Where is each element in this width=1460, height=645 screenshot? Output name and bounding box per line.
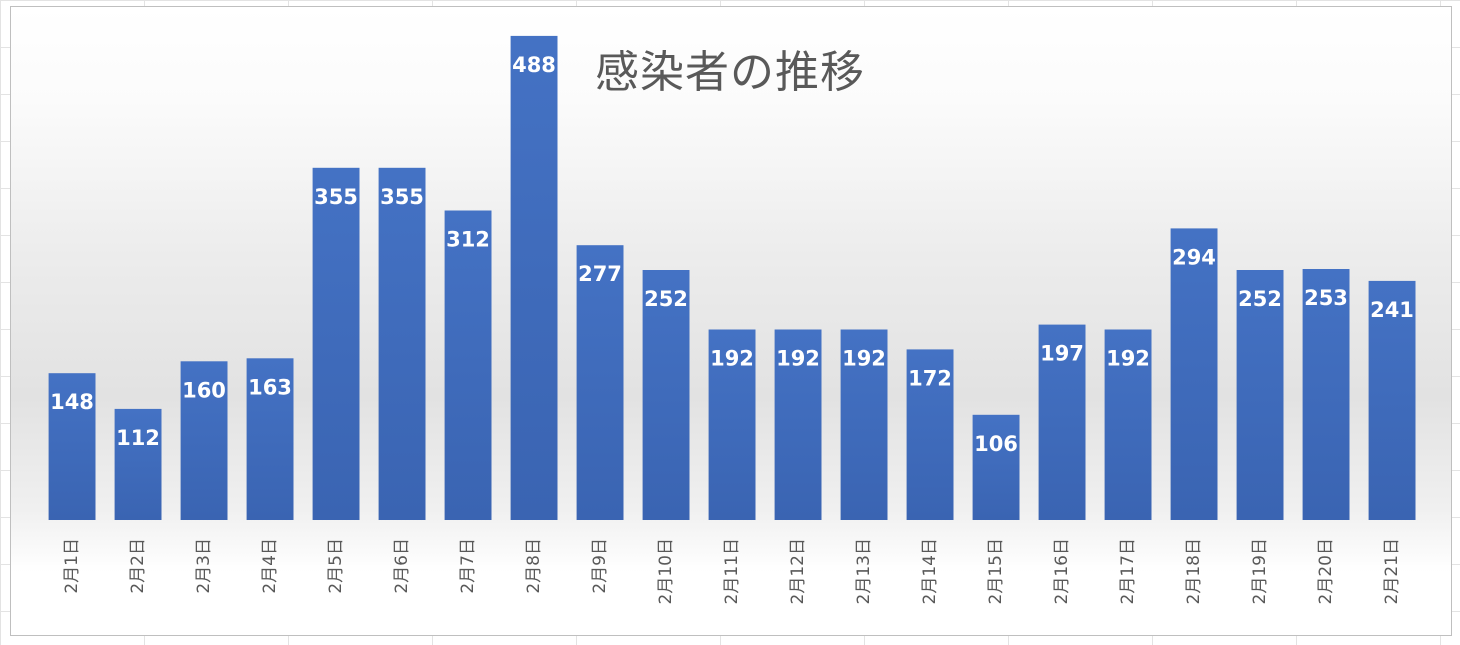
data-label: 148: [50, 390, 94, 414]
data-label: 192: [1106, 347, 1150, 371]
category-label: 2月1日: [62, 538, 82, 594]
data-label: 241: [1370, 298, 1414, 322]
bar-2月12日[interactable]: [774, 329, 822, 521]
bar-2月5日[interactable]: [312, 167, 360, 521]
category-label: 2月10日: [656, 538, 676, 604]
bar-2月19日[interactable]: [1236, 270, 1284, 520]
bar-2月1日[interactable]: [48, 373, 96, 520]
data-label: 197: [1040, 342, 1084, 366]
category-label: 2月16日: [1052, 538, 1072, 604]
data-label: 252: [644, 287, 688, 311]
bar-2月4日[interactable]: [246, 358, 294, 520]
data-label: 312: [446, 228, 490, 252]
data-label: 192: [776, 347, 820, 371]
category-label: 2月2日: [128, 538, 148, 594]
data-label: 160: [182, 378, 226, 402]
data-label: 253: [1304, 286, 1348, 310]
category-label: 2月20日: [1316, 538, 1336, 604]
category-label: 2月17日: [1118, 538, 1138, 604]
bar-2月13日[interactable]: [840, 329, 888, 521]
data-label: 488: [512, 53, 556, 77]
bar-2月21日[interactable]: [1368, 280, 1416, 520]
bar-2月20日[interactable]: [1302, 269, 1350, 520]
data-label: 277: [578, 262, 622, 286]
category-label: 2月12日: [788, 538, 808, 604]
chart-title[interactable]: 感染者の推移: [595, 47, 865, 98]
data-label: 355: [380, 185, 424, 209]
data-label: 192: [842, 347, 886, 371]
bar-2月17日[interactable]: [1104, 329, 1152, 521]
category-label: 2月11日: [722, 538, 742, 604]
bar-2月14日[interactable]: [906, 349, 954, 520]
category-label: 2月18日: [1184, 538, 1204, 604]
bar-2月9日[interactable]: [576, 245, 624, 520]
bar-2月11日[interactable]: [708, 329, 756, 521]
data-label: 355: [314, 185, 358, 209]
bar-2月6日[interactable]: [378, 167, 426, 521]
data-label: 192: [710, 347, 754, 371]
bar-2月18日[interactable]: [1170, 228, 1218, 520]
data-label: 172: [908, 366, 952, 390]
data-label: 252: [1238, 287, 1282, 311]
category-label: 2月6日: [392, 538, 412, 594]
category-label: 2月9日: [590, 538, 610, 594]
bar-2月2日[interactable]: [114, 408, 162, 520]
data-labels: 148 112 160 163 355 355 312 488 277 252 192 192 192 1…: [50, 53, 1414, 456]
category-label: 2月4日: [260, 538, 280, 594]
category-label: 2月19日: [1250, 538, 1270, 604]
category-axis: 2月1日 2月2日 2月3日 2月4日 2月5日 2月6日 2月7日 2月8日 2月9日 2月10…: [62, 538, 1402, 604]
data-label: 106: [974, 432, 1018, 456]
category-label: 2月7日: [458, 538, 478, 594]
data-label: 163: [248, 375, 292, 399]
bar-2月15日[interactable]: [972, 414, 1020, 520]
category-label: 2月21日: [1382, 538, 1402, 604]
category-label: 2月5日: [326, 538, 346, 594]
bar-2月7日[interactable]: [444, 210, 492, 521]
category-label: 2月13日: [854, 538, 874, 604]
category-label: 2月3日: [194, 538, 214, 594]
bar-2月16日[interactable]: [1038, 324, 1086, 520]
bars: [48, 35, 1416, 521]
bar-2月10日[interactable]: [642, 270, 690, 520]
category-label: 2月8日: [524, 538, 544, 594]
data-label: 112: [116, 426, 160, 450]
category-label: 2月15日: [986, 538, 1006, 604]
bar-2月8日[interactable]: [510, 35, 558, 521]
bar-2月3日[interactable]: [180, 361, 228, 520]
category-label: 2月14日: [920, 538, 940, 604]
data-label: 294: [1172, 245, 1216, 269]
